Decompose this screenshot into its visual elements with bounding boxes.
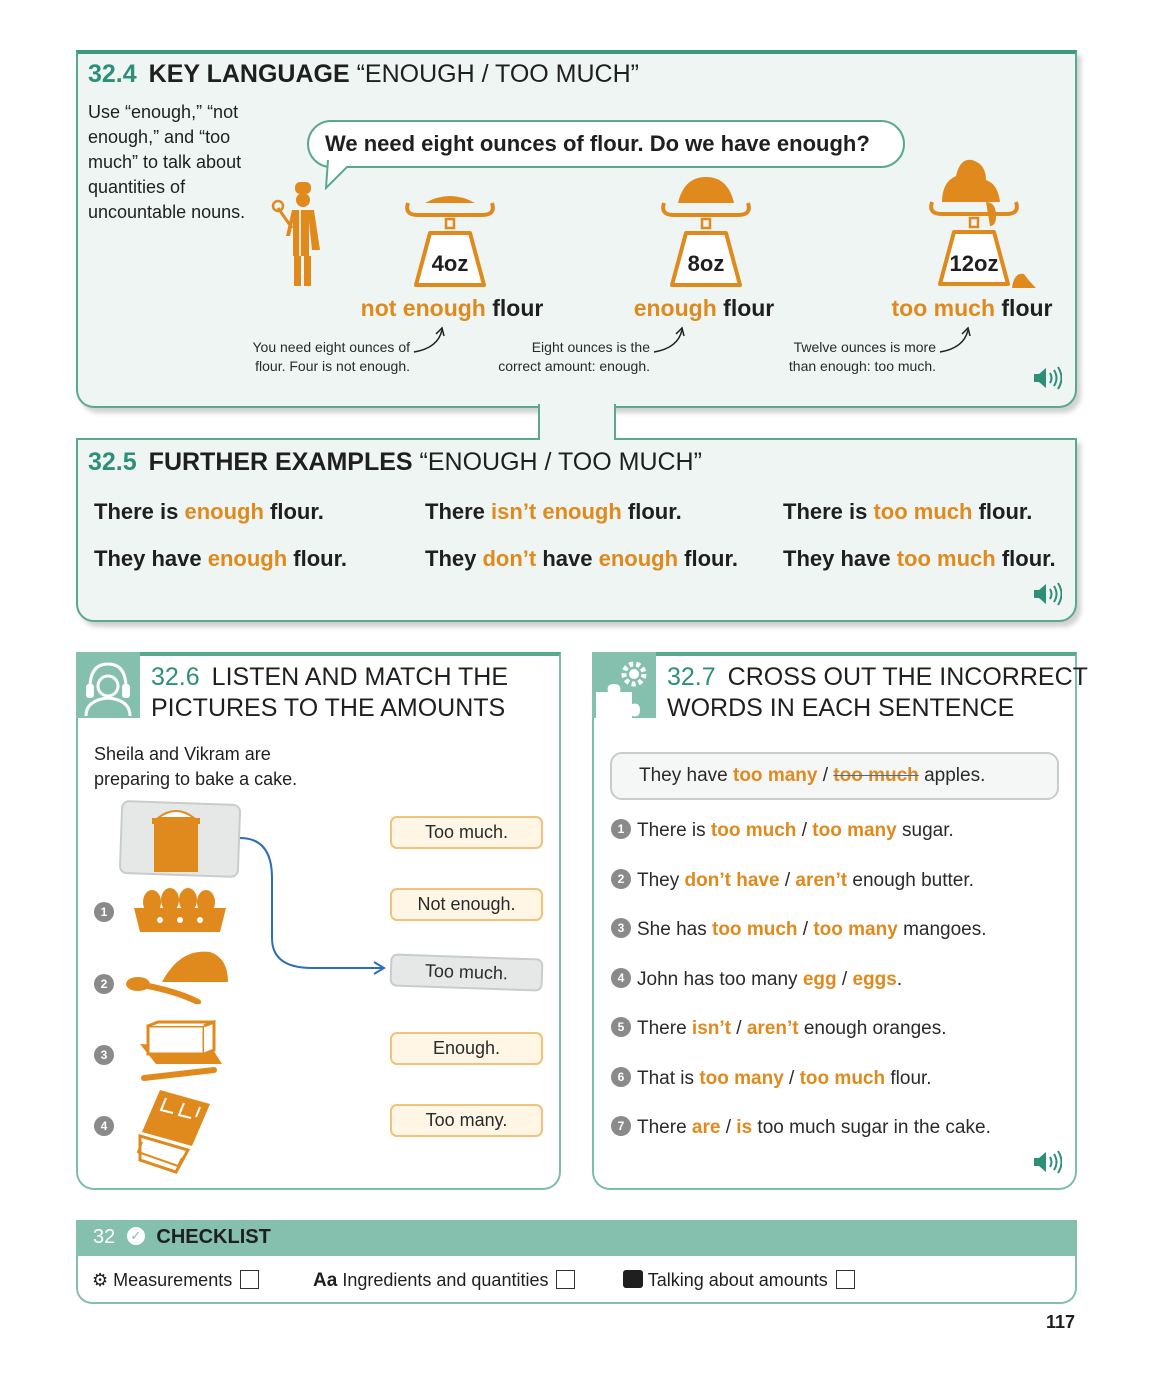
eggs-icon bbox=[134, 888, 226, 932]
checklist-item-amounts[interactable]: Talking about amounts bbox=[623, 1269, 855, 1291]
audio-icon[interactable] bbox=[1032, 1150, 1062, 1174]
match-line bbox=[239, 837, 386, 975]
listen-badge bbox=[76, 652, 140, 718]
amount-label-not-enough: not enough flour bbox=[360, 295, 544, 321]
item-number: 3 bbox=[94, 1045, 114, 1065]
checklist-body bbox=[76, 1256, 1077, 1304]
cross-out-item: 1 There is too much / too many sugar. bbox=[611, 818, 954, 842]
headphones-icon bbox=[84, 662, 132, 717]
scale-weight-8oz: 8oz bbox=[687, 251, 725, 276]
checklist-item-measurements[interactable]: ⚙ Measurements bbox=[92, 1269, 260, 1291]
example-sentence: They have enough flour. bbox=[94, 546, 348, 571]
butter-icon bbox=[140, 1020, 222, 1081]
audio-icon[interactable] bbox=[1032, 582, 1062, 606]
further-examples-title: 32.5 FURTHER EXAMPLES “ENOUGH / TOO MUCH” bbox=[88, 448, 702, 476]
match-option[interactable]: Not enough. bbox=[390, 888, 543, 921]
scale-icon-8oz bbox=[661, 177, 751, 287]
checkbox[interactable] bbox=[556, 1269, 576, 1289]
example-sentence: There isn’t enough flour. bbox=[425, 499, 682, 524]
check-circle-icon: ✓ bbox=[126, 1226, 145, 1245]
item-number: 4 bbox=[94, 1116, 114, 1136]
cross-out-example: They have too many / too much apples. bbox=[610, 752, 1059, 800]
puzzle-icon bbox=[623, 1270, 643, 1289]
cross-out-panel bbox=[592, 652, 1077, 1190]
spoon-flour-icon bbox=[126, 951, 228, 1004]
gear-icon bbox=[596, 661, 647, 718]
checkbox[interactable] bbox=[835, 1269, 855, 1289]
scale-weight-4oz: 4oz bbox=[431, 251, 469, 276]
scale-weight-12oz: 12oz bbox=[949, 251, 999, 276]
item-number: 1 bbox=[94, 902, 114, 922]
note-enough: Eight ounces is the correct amount: enou… bbox=[498, 339, 650, 374]
cross-out-item: 5 There isn’t / aren’t enough oranges. bbox=[611, 1016, 946, 1040]
example-sentence: There is too much flour. bbox=[783, 499, 1033, 524]
chef-icon bbox=[271, 182, 320, 286]
checkbox[interactable] bbox=[240, 1269, 260, 1289]
flour-bag-icon bbox=[152, 810, 200, 872]
cross-out-item: 6 That is too many / too much flour. bbox=[611, 1066, 932, 1090]
cross-out-item: 3 She has too much / too many mangoes. bbox=[611, 917, 987, 941]
match-option[interactable]: Too many. bbox=[390, 1104, 543, 1137]
match-option-example[interactable]: Too much. bbox=[389, 953, 544, 992]
cross-out-item: 2 They don’t have / aren’t enough butter. bbox=[611, 868, 974, 892]
aa-icon: Aa bbox=[313, 1270, 338, 1291]
listen-match-title: 32.6 LISTEN AND MATCH THE PICTURES TO THE… bbox=[151, 663, 509, 722]
key-language-title: 32.4 KEY LANGUAGE “ENOUGH / TOO MUCH” bbox=[88, 60, 639, 88]
cross-out-item: 7 There are / is too much sugar in the ca… bbox=[611, 1115, 991, 1139]
amount-label-too-much: too much flour bbox=[891, 295, 1053, 321]
scale-icon-12oz bbox=[929, 159, 1036, 288]
cross-out-item: 4 John has too many egg / eggs. bbox=[611, 967, 902, 991]
match-option[interactable]: Too much. bbox=[390, 816, 543, 849]
speech-bubble-tail bbox=[324, 160, 351, 190]
key-language-panel bbox=[76, 50, 1077, 408]
example-sentence: They don’t have enough flour. bbox=[425, 546, 738, 571]
item-number: 2 bbox=[94, 974, 114, 994]
checklist-header bbox=[76, 1220, 1077, 1256]
scale-icon-4oz bbox=[405, 196, 495, 287]
key-language-intro: Use “enough,” “not enough,” and “too muc… bbox=[88, 102, 246, 222]
audio-icon[interactable] bbox=[1032, 366, 1062, 390]
match-option[interactable]: Enough. bbox=[390, 1032, 543, 1065]
note-arrows bbox=[413, 326, 971, 353]
checklist-item-ingredients[interactable]: Aa Ingredients and quantities bbox=[313, 1269, 576, 1292]
note-too-much: Twelve ounces is more than enough: too m… bbox=[788, 339, 936, 374]
cross-out-title: 32.7 CROSS OUT THE INCORRECT WORDS IN EAC… bbox=[667, 663, 1088, 722]
example-sentence: There is enough flour. bbox=[94, 499, 324, 524]
panel-connector bbox=[538, 404, 616, 442]
page-number: 117 bbox=[1046, 1312, 1076, 1332]
speech-bubble: We need eight ounces of flour. Do we hav… bbox=[307, 120, 905, 168]
note-not-enough: You need eight ounces of flour. Four is … bbox=[252, 339, 410, 374]
chocolate-icon bbox=[136, 1090, 210, 1174]
checklist-title: 32 ✓ CHECKLIST bbox=[93, 1226, 271, 1248]
listen-match-intro: Sheila and Vikram are preparing to bake … bbox=[94, 744, 298, 789]
practice-badge bbox=[592, 652, 656, 718]
amount-label-enough: enough flour bbox=[633, 295, 775, 321]
example-sentence: They have too much flour. bbox=[783, 546, 1056, 571]
gears-icon: ⚙ bbox=[92, 1270, 109, 1290]
